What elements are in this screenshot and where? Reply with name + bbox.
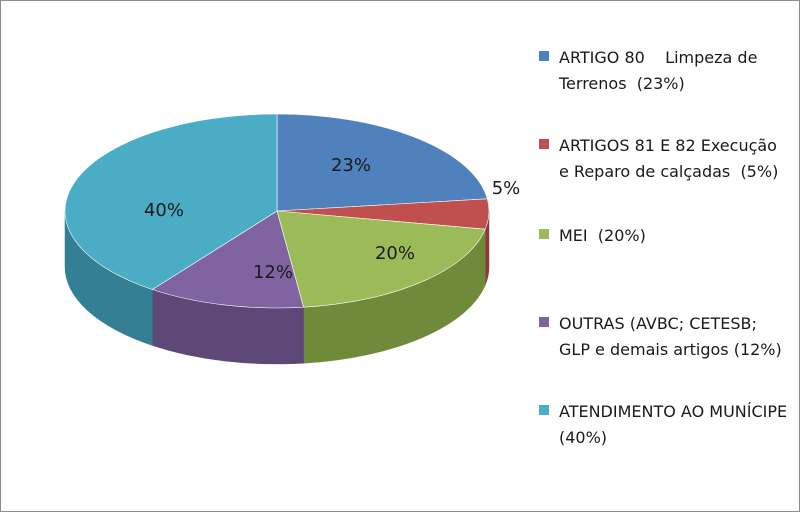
legend-swatch [539,317,549,327]
legend-swatch [539,405,549,415]
legend-item-artigos-81-82: ARTIGOS 81 E 82 Execução e Reparo de cal… [539,133,789,185]
legend-label: ARTIGOS 81 E 82 Execução e Reparo de cal… [559,136,783,181]
legend-swatch [539,139,549,149]
data-label-4: 40% [144,200,184,221]
data-label-0: 23% [331,155,371,176]
legend-swatch [539,229,549,239]
pie-slice-3 [151,210,304,309]
data-label-1: 5% [492,178,521,199]
pie-slice-2 [276,210,486,308]
legend-label: MEI (20%) [559,226,646,245]
legend-label: ARTIGO 80 Limpeza de Terrenos (23%) [559,48,763,93]
legend-swatch [539,51,549,61]
pie-slice-0 [276,113,488,212]
data-label-3: 12% [253,262,293,283]
legend-item-mei: MEI (20%) [539,223,789,249]
data-label-2: 20% [375,243,415,264]
pie-slice-4 [64,113,278,290]
legend-label: OUTRAS (AVBC; CETESB; GLP e demais artig… [559,314,782,359]
pie-top [64,113,490,309]
legend-label: ATENDIMENTO AO MUNÍCIPE (40%) [559,402,798,447]
legend-item-atendimento: ATENDIMENTO AO MUNÍCIPE (40%) [539,399,789,451]
legend-item-artigo-80: ARTIGO 80 Limpeza de Terrenos (23%) [539,45,789,97]
legend-item-outras: OUTRAS (AVBC; CETESB; GLP e demais artig… [539,311,789,363]
